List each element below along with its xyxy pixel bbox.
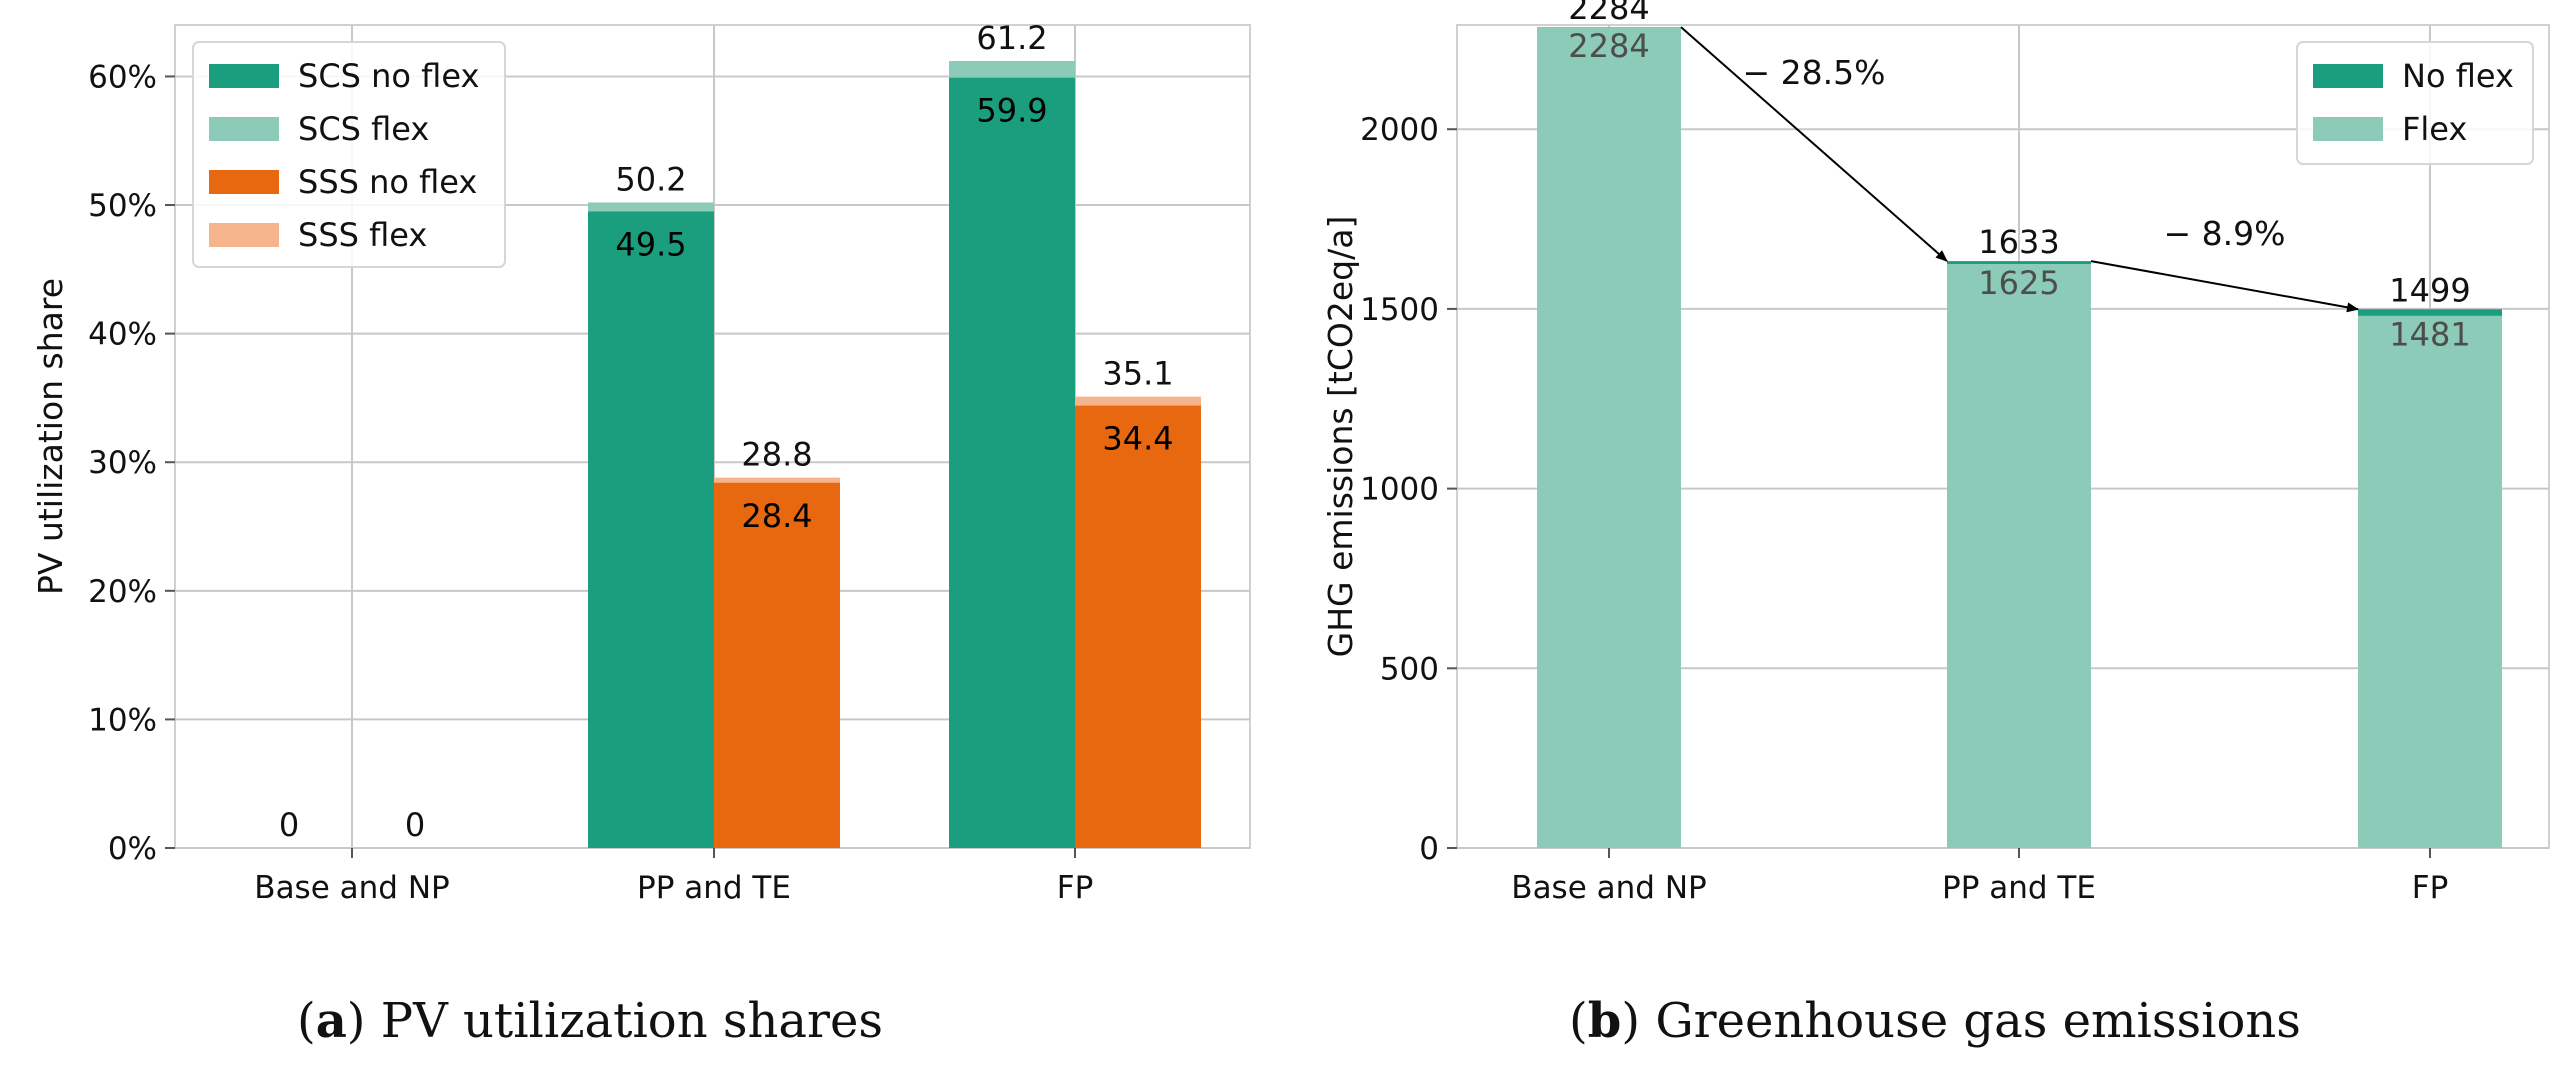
- bar-scs-no-flex: [588, 211, 714, 848]
- bar-ghg-flex: [1947, 263, 2091, 849]
- chart-a-legend-label: SSS no flex: [298, 163, 477, 201]
- chart-b-legend-swatch: [2313, 117, 2383, 141]
- chart-b-xtick-label: Base and NP: [1511, 870, 1706, 906]
- reduction-arrow: [2090, 260, 2359, 313]
- chart-a-xtick-label: FP: [1057, 870, 1094, 906]
- label-sss-flex: 35.1: [1102, 355, 1173, 393]
- caption-a: (a) PV utilization shares: [297, 993, 883, 1049]
- chart-a-ytick-label: 30%: [88, 445, 157, 481]
- caption-a-text: PV utilization shares: [381, 993, 883, 1049]
- label-scs-no-flex: 59.9: [976, 92, 1047, 130]
- chart-a-xtick-label: Base and NP: [254, 870, 449, 906]
- label-sss-no-flex: 34.4: [1102, 420, 1173, 458]
- chart-a-ytick-label: 0%: [108, 831, 157, 867]
- chart-a-legend-swatch: [209, 170, 279, 194]
- chart-a-ytick-label: 60%: [88, 59, 157, 95]
- label-sss-flex: 28.8: [741, 436, 812, 474]
- caption-a-close-paren: ): [347, 993, 381, 1049]
- caption-b-text: Greenhouse gas emissions: [1655, 993, 2301, 1049]
- label-sss-flex: 0: [405, 806, 425, 844]
- bar-sss-no-flex: [714, 482, 840, 848]
- label-ghg-flex: 1481: [2389, 316, 2470, 354]
- chart-b-ytick-label: 0: [1419, 831, 1439, 867]
- caption-b-open-paren: (: [1569, 993, 1588, 1049]
- chart-a-legend-swatch: [209, 64, 279, 88]
- chart-a-ytick-label: 50%: [88, 188, 157, 224]
- label-scs-no-flex: 49.5: [615, 225, 686, 263]
- chart-b-ghg-emissions: 0 500 1000 1500 2000 Base and NP PP and TE FP GH…: [1321, 0, 2550, 906]
- chart-a-ytick-label: 20%: [88, 574, 157, 610]
- bar-scs-no-flex: [949, 77, 1075, 848]
- chart-b-legend-label: No flex: [2402, 57, 2514, 95]
- caption-b-letter: b: [1588, 993, 1622, 1049]
- chart-b-ytick-label: 1500: [1360, 292, 1439, 328]
- chart-a-pv-utilization: 0% 10% 20% 30% 40% 50% 60% Base and NP PP and TE…: [31, 19, 1251, 906]
- chart-b-ytick-label: 500: [1380, 651, 1439, 687]
- label-ghg-no-flex: 1633: [1978, 223, 2059, 261]
- chart-b-ytick-label: 1000: [1360, 472, 1439, 508]
- bar-ghg-flex: [1537, 27, 1681, 849]
- reduction-label: − 8.9%: [2164, 214, 2286, 253]
- chart-b-legend-label: Flex: [2402, 110, 2467, 148]
- bar-sss-no-flex: [1075, 405, 1201, 848]
- label-ghg-no-flex: 2284: [1568, 0, 1649, 27]
- label-sss-no-flex: 28.4: [741, 497, 812, 535]
- caption-b: (b) Greenhouse gas emissions: [1569, 993, 2301, 1049]
- chart-a-xtick-label: PP and TE: [637, 870, 791, 906]
- bar-ghg-flex: [2358, 315, 2502, 848]
- label-ghg-flex: 2284: [1568, 27, 1649, 65]
- chart-a-legend: SCS no flex SCS flex SSS no flex SSS flex: [192, 41, 506, 268]
- reduction-label: − 28.5%: [1743, 53, 1886, 92]
- label-scs-flex: 0: [279, 806, 299, 844]
- reduction-arrow: [1680, 26, 1948, 262]
- chart-b-legend: No flex Flex: [2296, 41, 2534, 165]
- chart-a-legend-label: SSS flex: [298, 216, 427, 254]
- caption-a-open-paren: (: [297, 993, 316, 1049]
- chart-a-ylabel: PV utilization share: [31, 278, 70, 595]
- chart-a-ytick-label: 40%: [88, 317, 157, 353]
- caption-a-letter: a: [316, 993, 347, 1049]
- label-scs-flex: 50.2: [615, 160, 686, 198]
- chart-a-legend-swatch: [209, 117, 279, 141]
- chart-b-ytick-label: 2000: [1360, 112, 1439, 148]
- chart-b-xtick-label: FP: [2412, 870, 2449, 906]
- chart-b-ylabel: GHG emissions [tCO2eq/a]: [1321, 216, 1360, 658]
- chart-b-legend-swatch: [2313, 64, 2383, 88]
- chart-a-legend-swatch: [209, 223, 279, 247]
- label-ghg-flex: 1625: [1978, 264, 2059, 302]
- caption-b-close-paren: ): [1621, 993, 1655, 1049]
- label-ghg-no-flex: 1499: [2389, 271, 2470, 309]
- captions: (a) PV utilization shares (b) Greenhouse…: [297, 993, 2301, 1049]
- chart-a-legend-label: SCS no flex: [298, 57, 479, 95]
- chart-b-xtick-label: PP and TE: [1942, 870, 2096, 906]
- chart-a-ytick-label: 10%: [88, 702, 157, 738]
- chart-a-legend-label: SCS flex: [298, 110, 429, 148]
- chart-a-legend-box: [192, 41, 506, 268]
- label-scs-flex: 61.2: [976, 19, 1047, 57]
